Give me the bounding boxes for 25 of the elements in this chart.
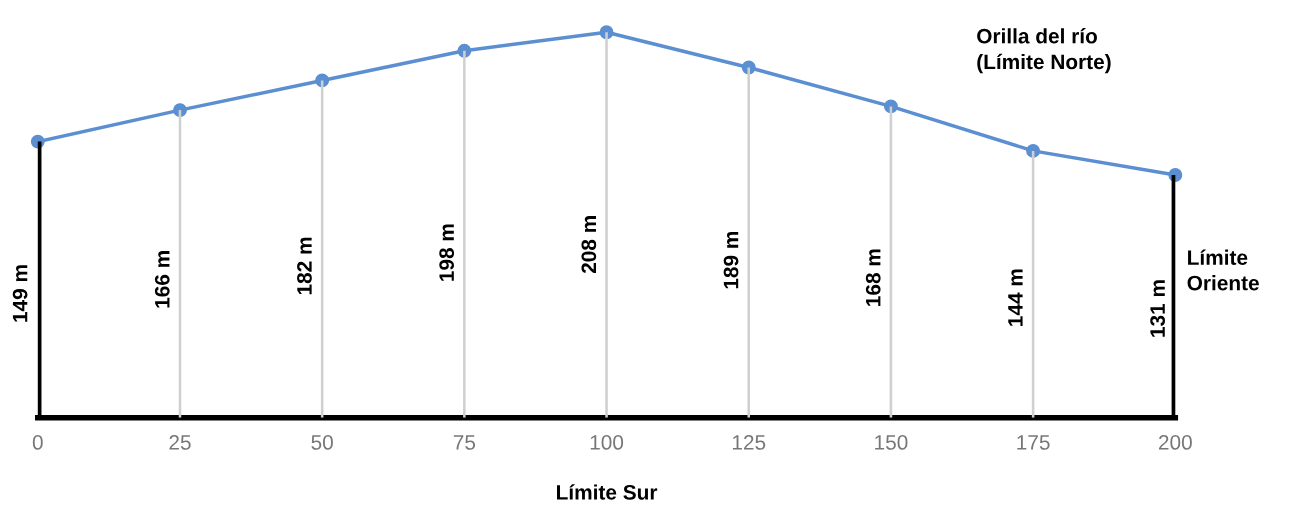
x-tick-label: 50 [311, 435, 333, 450]
x-axis-title: Límite Sur [557, 484, 658, 500]
data-label: 198 m [439, 224, 455, 281]
data-label: 144 m [1008, 269, 1023, 326]
x-tick-label: 0 [32, 435, 43, 450]
bar [605, 32, 608, 418]
x-tick-label: 175 [1017, 435, 1050, 450]
data-label: 149 m [12, 265, 28, 322]
data-label: 168 m [865, 249, 881, 306]
x-tick-label: 25 [169, 435, 191, 450]
x-tick-label: 150 [875, 435, 908, 450]
text: Límite Oriente [1187, 249, 1259, 291]
point [1026, 143, 1041, 158]
data-label: 189 m [723, 231, 739, 289]
data-label: 182 m [297, 237, 312, 295]
x-tick-label: 100 [590, 435, 624, 450]
data-label: 208 m [581, 216, 597, 274]
bar [463, 50, 466, 418]
data-label: 131 m [1150, 280, 1165, 337]
bar [747, 67, 751, 418]
x-tick-label: 200 [1158, 435, 1192, 450]
x-tick-label: 75 [453, 435, 476, 450]
text: Orilla del río (Límite Norte) [977, 28, 1111, 74]
data-label: 166 m [154, 251, 170, 308]
x-tick-label: 125 [732, 435, 766, 450]
